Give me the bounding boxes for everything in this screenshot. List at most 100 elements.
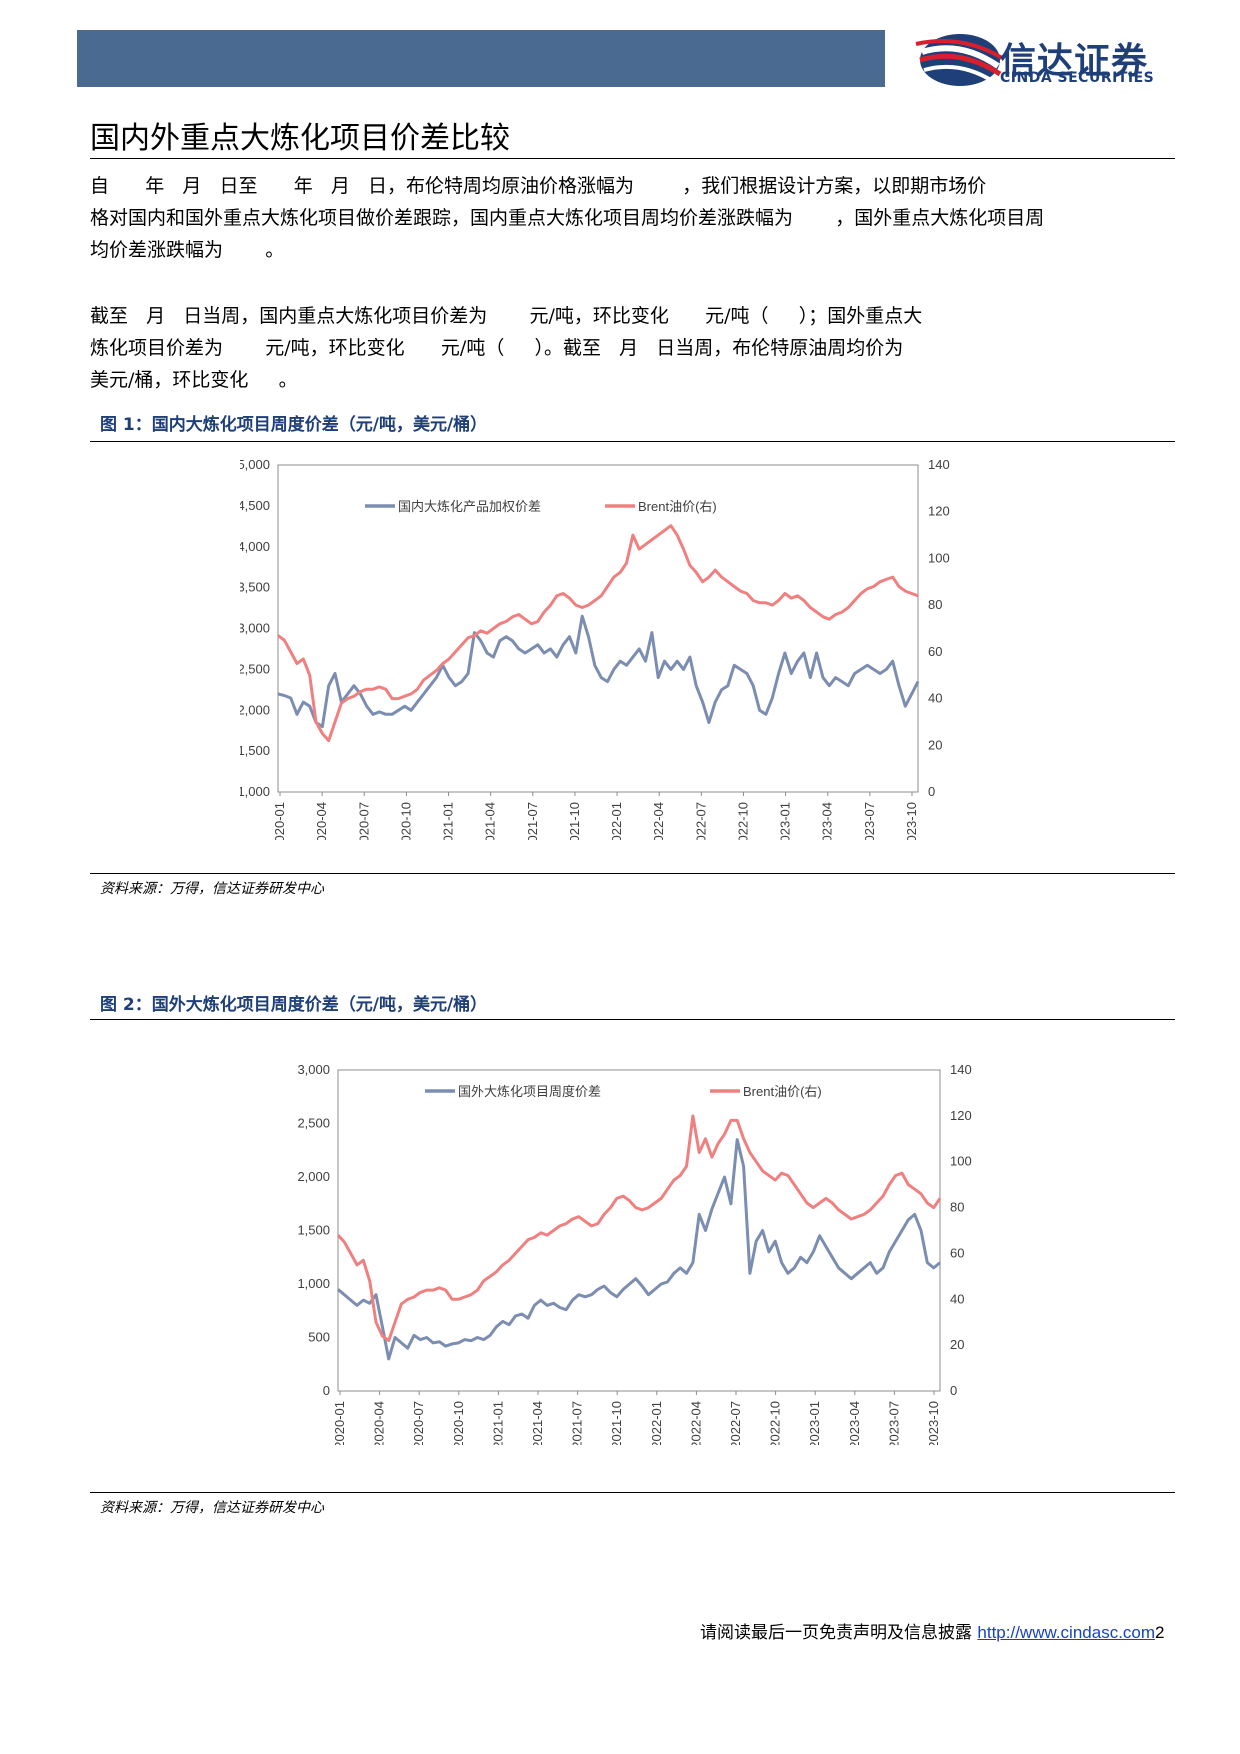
brand-name-cn: 信达证券 xyxy=(1000,41,1149,82)
x-tick-label: 2020-01 xyxy=(272,802,287,840)
x-tick-label: 2020-01 xyxy=(332,1401,347,1445)
figure-1-source: 资料来源：万得，信达证券研发中心 xyxy=(100,881,324,897)
y-left-tick-label: 3,000 xyxy=(297,1062,330,1077)
plot-area xyxy=(337,1069,941,1392)
figure-2-title: 图 2：国外大炼化项目周度价差（元/吨，美元/桶） xyxy=(100,995,488,1015)
x-tick-label: 2020-10 xyxy=(398,802,413,840)
x-tick-label: 2023-07 xyxy=(862,802,877,840)
y-right-tick-label: 80 xyxy=(928,597,942,612)
y-right-tick-label: 140 xyxy=(950,1062,972,1077)
y-right-tick-label: 60 xyxy=(928,644,942,659)
legend-label: 国内大炼化产品加权价差 xyxy=(398,499,541,514)
y-right-tick-label: 120 xyxy=(928,504,950,519)
series-line-brent xyxy=(277,524,919,743)
x-tick-label: 2023-01 xyxy=(778,802,793,840)
x-tick-label: 2023-04 xyxy=(847,1401,862,1445)
x-tick-label: 2023-07 xyxy=(886,1401,901,1445)
y-left-tick-label: 3,500 xyxy=(240,580,270,595)
chart-overseas-spread: 0 500 1,000 1,500 2,000 2,500 3,000 0 20 40 60 80 10… xyxy=(297,1062,972,1445)
paragraph-1: 自 年 月 日至 年 月 日，布伦特周均原油价格涨幅为 ，我们根据设计方案，以即… xyxy=(90,170,1200,266)
series-line-spread xyxy=(277,614,920,729)
paragraph-2-line-2: 炼化项目价差为 元/吨，环比变化 元/吨（ ）。截至 月 日当周，布伦特原油周均… xyxy=(90,337,904,359)
x-tick-label: 2021-04 xyxy=(530,1401,545,1445)
footer-disclaimer: 请阅读最后一页免责声明及信息披露 xyxy=(700,1623,972,1643)
y-right-tick-label: 140 xyxy=(928,457,950,472)
y-left-tick-label: 3,000 xyxy=(240,621,270,636)
section-title: 国内外重点大炼化项目价差比较 xyxy=(90,121,510,156)
x-tick-label: 2021-01 xyxy=(441,802,456,840)
x-tick-label: 2023-01 xyxy=(807,1401,822,1445)
page-number: 2 xyxy=(1155,1623,1165,1642)
paragraph-2-line-1: 截至 月 日当周，国内重点大炼化项目价差为 元/吨，环比变化 元/吨（ ）；国外… xyxy=(90,305,923,327)
y-right-tick-label: 120 xyxy=(950,1108,972,1123)
x-tick-label: 2020-07 xyxy=(411,1401,426,1445)
figure-2-bottom-rule xyxy=(90,1492,1175,1493)
y-left-tick-label: 2,000 xyxy=(297,1169,330,1184)
y-right-tick-label: 60 xyxy=(950,1245,964,1260)
paragraph-2: 截至 月 日当周，国内重点大炼化项目价差为 元/吨，环比变化 元/吨（ ）；国外… xyxy=(90,300,1200,396)
y-left-tick-label: 2,500 xyxy=(297,1116,330,1131)
footer: 请阅读最后一页免责声明及信息披露 http://www.cindasc.com2 xyxy=(700,1618,1165,1643)
x-tick-label: 2021-07 xyxy=(525,802,540,840)
y-right-tick-label: 0 xyxy=(950,1383,957,1398)
x-tick-label: 2022-10 xyxy=(768,1401,783,1445)
header-bar xyxy=(77,30,885,87)
legend-label: Brent油价(右) xyxy=(638,499,717,514)
x-tick-label: 2022-01 xyxy=(649,1401,664,1445)
x-tick-label: 2021-04 xyxy=(483,802,498,840)
x-tick-label: 2020-07 xyxy=(356,802,371,840)
y-left-tick-label: 0 xyxy=(323,1383,330,1398)
figure-1-title: 图 1：国内大炼化项目周度价差（元/吨，美元/桶） xyxy=(100,415,488,435)
figure-2-source: 资料来源：万得，信达证券研发中心 xyxy=(100,1500,324,1516)
y-left-tick-label: 2,000 xyxy=(240,702,270,717)
x-tick-label: 2023-10 xyxy=(904,802,919,840)
x-tick-label: 2020-04 xyxy=(372,1401,387,1445)
y-right-tick-label: 100 xyxy=(950,1154,972,1169)
chart-domestic-spread: 1,000 1,500 2,000 2,500 3,000 3,500 4,000 4,500… xyxy=(240,457,950,840)
y-right-tick-label: 20 xyxy=(950,1337,964,1352)
x-tick-label: 2022-04 xyxy=(651,802,666,840)
x-tick-label: 2021-10 xyxy=(567,802,582,840)
x-tick-label: 2023-04 xyxy=(820,802,835,840)
x-tick-label: 2021-07 xyxy=(570,1401,585,1445)
paragraph-1-line-3: 均价差涨跌幅为 。 xyxy=(90,239,285,261)
legend-label: 国外大炼化项目周度价差 xyxy=(458,1084,601,1099)
y-right-tick-label: 40 xyxy=(950,1291,964,1306)
y-left-tick-label: 4,500 xyxy=(240,498,270,513)
x-tick-label: 2023-10 xyxy=(926,1401,941,1445)
y-right-tick-label: 80 xyxy=(950,1200,964,1215)
x-tick-label: 2022-01 xyxy=(609,802,624,840)
paragraph-2-line-3: 美元/桶，环比变化 。 xyxy=(90,369,298,391)
x-tick-label: 2022-04 xyxy=(688,1401,703,1445)
footer-link[interactable]: http://www.cindasc.com xyxy=(977,1623,1156,1642)
brand-name-en: CINDA SECURITIES xyxy=(1000,70,1155,86)
series-line-spread xyxy=(337,1138,941,1361)
y-left-tick-label: 2,500 xyxy=(240,661,270,676)
plot-area xyxy=(277,464,919,793)
x-tick-label: 2022-10 xyxy=(735,802,750,840)
y-right-tick-label: 100 xyxy=(928,550,950,565)
y-left-tick-label: 500 xyxy=(308,1330,330,1345)
y-left-tick-label: 1,500 xyxy=(240,743,270,758)
x-tick-label: 2022-07 xyxy=(693,802,708,840)
x-tick-label: 2022-07 xyxy=(728,1401,743,1445)
y-right-tick-label: 40 xyxy=(928,691,942,706)
x-tick-label: 2020-10 xyxy=(451,1401,466,1445)
paragraph-1-line-1: 自 年 月 日至 年 月 日，布伦特周均原油价格涨幅为 ，我们根据设计方案，以即… xyxy=(90,175,987,197)
y-left-tick-label: 1,000 xyxy=(240,784,270,799)
figure-2-top-rule xyxy=(90,1019,1175,1020)
figure-1-top-rule xyxy=(90,441,1175,442)
x-tick-label: 2021-01 xyxy=(490,1401,505,1445)
figure-1-bottom-rule xyxy=(90,873,1175,874)
series-line-brent xyxy=(336,1114,942,1343)
x-tick-label: 2020-04 xyxy=(314,802,329,840)
paragraph-1-line-2: 格对国内和国外重点大炼化项目做价差跟踪，国内重点大炼化项目周均价差涨跌幅为 ，国… xyxy=(90,207,1045,229)
cinda-logo-icon xyxy=(915,34,1004,86)
legend-label: Brent油价(右) xyxy=(743,1084,822,1099)
y-right-tick-label: 0 xyxy=(928,784,935,799)
y-left-tick-label: 4,000 xyxy=(240,539,270,554)
y-left-tick-label: 1,500 xyxy=(297,1223,330,1238)
y-right-tick-label: 20 xyxy=(928,737,942,752)
x-tick-label: 2021-10 xyxy=(609,1401,624,1445)
y-left-tick-label: 5,000 xyxy=(240,457,270,472)
